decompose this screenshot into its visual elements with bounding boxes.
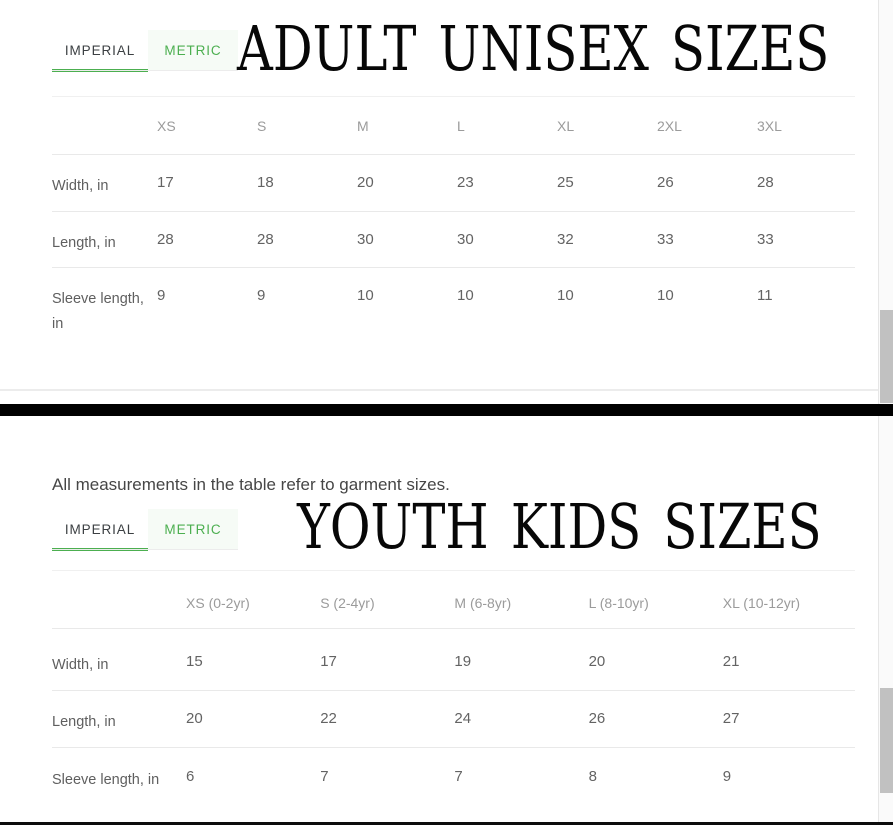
tab-imperial-label: IMPERIAL — [64, 42, 136, 58]
row-label: Length, in — [52, 235, 116, 251]
row-label: Sleeve length, in — [52, 772, 160, 788]
youth-panel-title: YOUTH KIDS SIZES — [297, 490, 823, 563]
table-cell: 28 — [157, 231, 174, 248]
column-header: M (6-8yr) — [454, 595, 512, 611]
corner-cell — [52, 595, 184, 628]
table-row-width: Width, in 15 17 19 20 21 — [52, 628, 855, 690]
table-row-width: Width, in 17 18 20 23 25 26 28 — [52, 154, 855, 211]
column-header: L — [457, 118, 465, 134]
tab-imperial-label: IMPERIAL — [64, 521, 136, 537]
table-cell: 10 — [457, 287, 474, 304]
youth-table-header-row: XS (0-2yr) S (2-4yr) M (6-8yr) L (8-10yr… — [52, 570, 855, 628]
table-cell: 25 — [557, 174, 574, 191]
table-cell: 20 — [588, 653, 606, 670]
table-row-length: Length, in 28 28 30 30 32 33 33 — [52, 211, 855, 267]
table-cell: 26 — [588, 710, 606, 727]
table-cell: 9 — [257, 287, 266, 304]
table-cell: 28 — [757, 174, 774, 191]
tabs-baseline — [52, 70, 238, 71]
column-header: S (2-4yr) — [320, 595, 375, 611]
row-label: Width, in — [52, 657, 109, 673]
bottom-divider-bar — [0, 822, 893, 825]
row-label: Width, in — [52, 178, 109, 194]
table-cell: 6 — [186, 768, 195, 785]
table-cell: 20 — [186, 710, 203, 727]
scrollbar-track-top[interactable] — [878, 0, 893, 404]
table-cell: 10 — [557, 287, 574, 304]
tab-imperial[interactable]: IMPERIAL — [52, 30, 148, 72]
table-cell: 30 — [357, 231, 374, 248]
youth-size-table: XS (0-2yr) S (2-4yr) M (6-8yr) L (8-10yr… — [52, 570, 855, 819]
table-cell: 26 — [657, 174, 674, 191]
table-cell: 7 — [320, 768, 329, 785]
column-header: XL (10-12yr) — [722, 595, 801, 611]
table-cell: 33 — [657, 231, 674, 248]
tab-metric[interactable]: METRIC — [148, 30, 238, 70]
youth-unit-tabs: IMPERIAL METRIC — [52, 509, 238, 551]
table-cell: 9 — [722, 768, 732, 785]
adult-size-table: XS S M L XL 2XL 3XL Width, in 17 18 20 2… — [52, 96, 855, 357]
tab-metric[interactable]: METRIC — [148, 509, 238, 549]
table-cell: 17 — [157, 174, 174, 191]
column-header: XL — [557, 118, 575, 134]
table-row-length: Length, in 20 22 24 26 27 — [52, 690, 855, 747]
column-header: 2XL — [657, 118, 682, 134]
corner-cell — [52, 118, 155, 154]
table-cell: 27 — [722, 710, 740, 727]
table-cell: 11 — [757, 287, 773, 304]
row-label: Length, in — [52, 714, 116, 730]
adult-panel-title: ADULT UNISEX SIZES — [236, 12, 829, 85]
column-header: S — [257, 118, 267, 134]
adult-sizes-panel: IMPERIAL METRIC ADULT UNISEX SIZES XS S … — [0, 0, 893, 404]
table-cell: 10 — [357, 287, 374, 304]
tab-metric-label: METRIC — [164, 521, 222, 537]
table-cell: 17 — [320, 653, 337, 670]
table-cell: 21 — [722, 653, 740, 670]
table-cell: 22 — [320, 710, 337, 727]
measurement-note: All measurements in the table refer to g… — [52, 475, 450, 494]
column-header: L (8-10yr) — [588, 595, 649, 611]
table-row-sleeve-length: Sleeve length, in 6 7 7 8 9 — [52, 747, 855, 819]
youth-sizes-panel: All measurements in the table refer to g… — [0, 416, 893, 822]
column-header: 3XL — [757, 118, 782, 134]
tab-metric-label: METRIC — [164, 42, 222, 58]
table-cell: 18 — [257, 174, 274, 191]
panel-bottom-divider — [0, 389, 893, 391]
screenshot-divider-bar — [0, 404, 893, 416]
column-header: M — [357, 118, 369, 134]
table-cell: 15 — [186, 653, 203, 670]
table-cell: 19 — [454, 653, 472, 670]
row-label: Sleeve length, in — [52, 291, 144, 332]
table-cell: 32 — [557, 231, 574, 248]
table-cell: 9 — [157, 287, 166, 304]
tabs-baseline — [52, 549, 238, 550]
tab-imperial[interactable]: IMPERIAL — [52, 509, 148, 551]
table-cell: 10 — [657, 287, 674, 304]
scrollbar-thumb[interactable] — [880, 310, 893, 403]
column-header: XS — [157, 118, 176, 134]
table-cell: 8 — [588, 768, 597, 785]
table-cell: 30 — [457, 231, 474, 248]
scrollbar-thumb[interactable] — [880, 688, 893, 793]
table-cell: 20 — [357, 174, 374, 191]
table-row-sleeve-length: Sleeve length, in 9 9 10 10 10 10 11 — [52, 267, 855, 357]
adult-table-header-row: XS S M L XL 2XL 3XL — [52, 96, 855, 154]
table-cell: 23 — [457, 174, 474, 191]
column-header: XS (0-2yr) — [186, 595, 250, 611]
table-cell: 28 — [257, 231, 274, 248]
table-cell: 33 — [757, 231, 774, 248]
scrollbar-track-bottom[interactable] — [878, 416, 893, 822]
table-cell: 24 — [454, 710, 472, 727]
table-cell: 7 — [454, 768, 463, 785]
adult-unit-tabs: IMPERIAL METRIC — [52, 30, 238, 72]
